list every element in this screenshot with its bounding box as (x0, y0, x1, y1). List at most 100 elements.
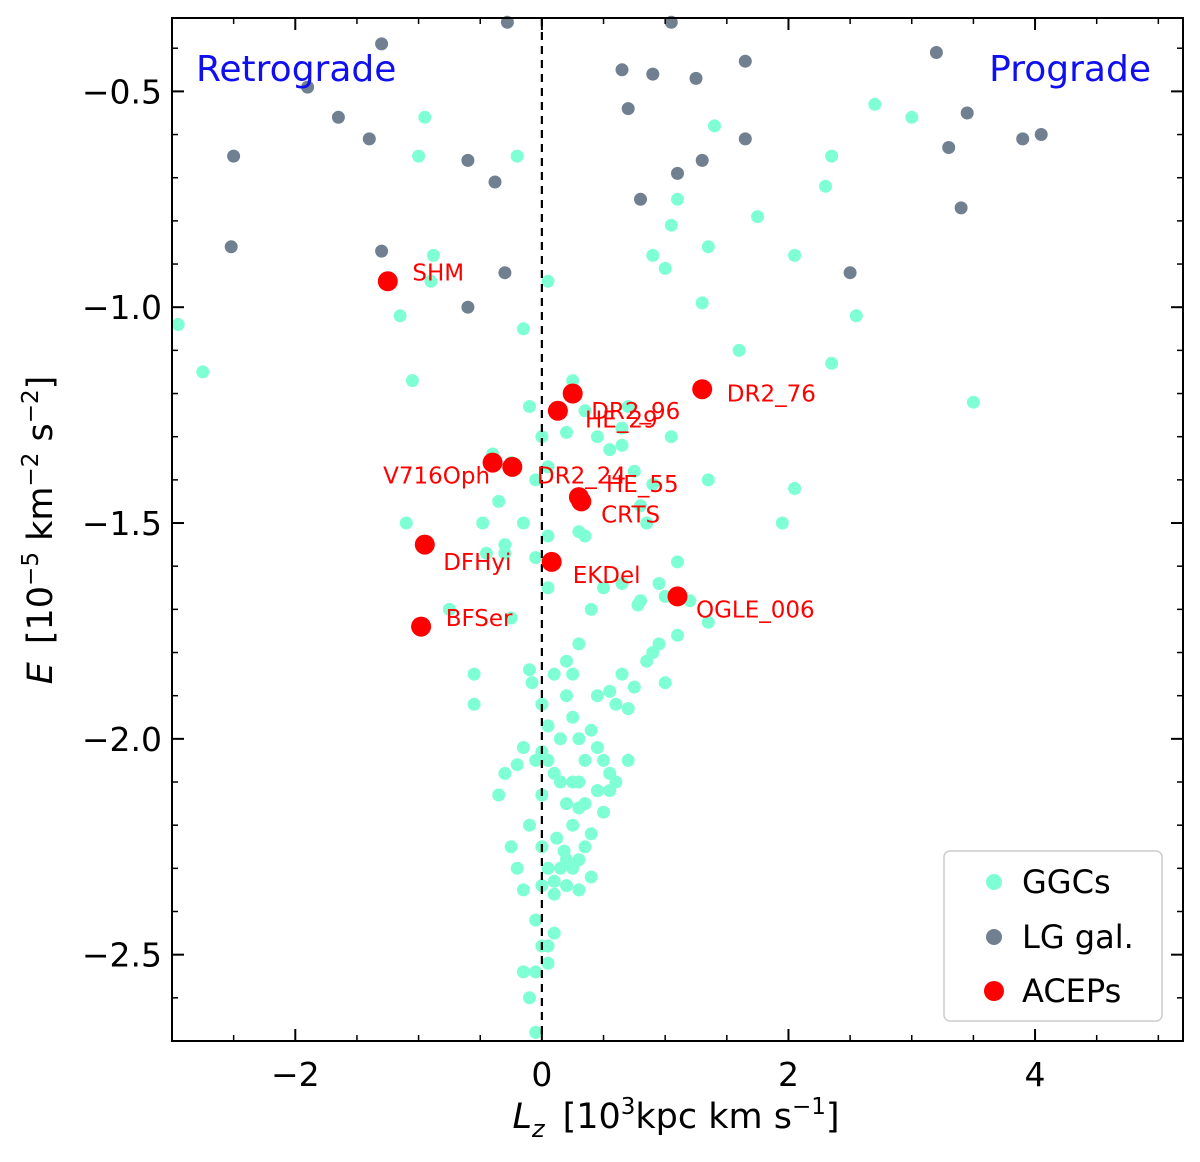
lg-galaxy-point (500, 15, 514, 29)
acep-label: DR2_76 (727, 382, 816, 408)
ggc-point (479, 546, 493, 560)
ggc-point (523, 400, 536, 413)
ggc-point (541, 861, 555, 875)
lg-galaxy-point (1034, 128, 1048, 141)
ggc-point (523, 663, 536, 677)
ggc-point (572, 883, 586, 897)
ggc-point (525, 676, 539, 690)
ggc-point (541, 581, 555, 595)
ggc-point (658, 676, 672, 690)
acep-point (377, 271, 398, 292)
ggc-point (603, 443, 617, 457)
ggc-point (825, 356, 839, 370)
legend-marker-aceps (984, 981, 1004, 1001)
acep-point (692, 379, 713, 400)
ggc-point (788, 482, 802, 495)
ggc-point (615, 577, 629, 590)
ggc-point (695, 296, 709, 310)
acep-point (562, 383, 583, 404)
lg-galaxy-point (461, 300, 475, 314)
ggc-point (541, 939, 555, 953)
acep-label: OGLE_006 (696, 597, 815, 623)
ggc-point (615, 438, 629, 452)
ggc-point (701, 615, 715, 629)
ggc-point (547, 667, 561, 681)
ggc-point (566, 374, 580, 388)
ggc-point (547, 926, 561, 940)
ggc-point (578, 404, 592, 418)
lg-galaxy-point (461, 153, 475, 167)
acep-point (547, 400, 568, 421)
x-axis-title: Lz [103kpc km s−1] (512, 1094, 839, 1143)
lg-galaxy-point (664, 15, 678, 29)
ggc-point (529, 753, 543, 767)
ggc-point (510, 758, 524, 772)
ggc-point (399, 516, 413, 530)
x-tick-label: −2 (271, 1055, 320, 1094)
acep-label: DR2_24 (537, 464, 626, 490)
ggc-point (603, 684, 617, 698)
acep-points-layer (377, 271, 713, 637)
lg-galaxy-point (331, 110, 345, 124)
ggc-point (516, 516, 530, 530)
ggc-point (560, 654, 573, 668)
plot-frame (171, 17, 1184, 1042)
ggc-point (671, 628, 684, 642)
ggc-point (658, 261, 672, 275)
ggc-point (541, 719, 555, 733)
lg-galaxy-point (942, 141, 956, 154)
y-tick-label: −2.0 (82, 720, 162, 759)
lg-galaxy-point (621, 102, 635, 116)
ggc-point (966, 395, 980, 409)
acep-label: HE_29 (585, 407, 658, 433)
ggc-point (529, 965, 543, 979)
lg-galaxy-point (362, 132, 376, 146)
lg-galaxy-point (689, 71, 703, 85)
ggc-point (646, 248, 660, 262)
ggc-point (905, 110, 919, 124)
ggc-point (640, 516, 654, 530)
lg-galaxy-point (960, 106, 974, 120)
lg-galaxy-point (671, 166, 684, 180)
ggc-point (504, 840, 518, 854)
ggc-point (516, 322, 530, 336)
ggc-point (498, 538, 512, 552)
ggc-point (627, 464, 641, 478)
ggc-point (504, 611, 518, 625)
ggc-point (412, 149, 426, 163)
acep-label: BFSer (446, 606, 513, 632)
y-tick-label: −1.0 (82, 288, 162, 327)
ggc-point (788, 248, 802, 262)
ggc-point (590, 430, 604, 444)
legend-label-aceps: ACEPs (1022, 972, 1121, 1010)
ggc-point (572, 801, 586, 815)
ggc-point (825, 149, 839, 163)
ggc-point (492, 494, 506, 508)
acep-label: DFHyi (443, 550, 511, 576)
ggc-point (615, 667, 629, 681)
ggc-point (510, 861, 524, 875)
ggc-point (547, 766, 561, 780)
ggc-point (584, 723, 598, 737)
ggc-point (609, 697, 623, 711)
lg-galaxy-point (1016, 132, 1030, 146)
ggc-point (584, 827, 598, 841)
ggc-point (701, 240, 715, 254)
legend-label-ggcs: GGCs (1022, 863, 1111, 901)
lg-galaxy-point (843, 266, 857, 280)
acep-label: DR2_96 (591, 399, 680, 425)
x-tick-label: 2 (778, 1055, 799, 1094)
ggc-point (560, 879, 573, 893)
ggc-point (603, 784, 617, 798)
x-tick-label: 4 (1025, 1055, 1046, 1094)
ggc-point (566, 775, 580, 789)
ggc-point (671, 192, 684, 206)
lg-galaxy-point (498, 266, 512, 280)
ggc-point (631, 598, 645, 612)
ggc-point (615, 421, 629, 435)
acep-point (541, 551, 562, 572)
ggc-point (646, 477, 660, 491)
ggc-point (849, 309, 863, 323)
ggc-point (418, 110, 432, 124)
ggc-point (621, 753, 635, 767)
